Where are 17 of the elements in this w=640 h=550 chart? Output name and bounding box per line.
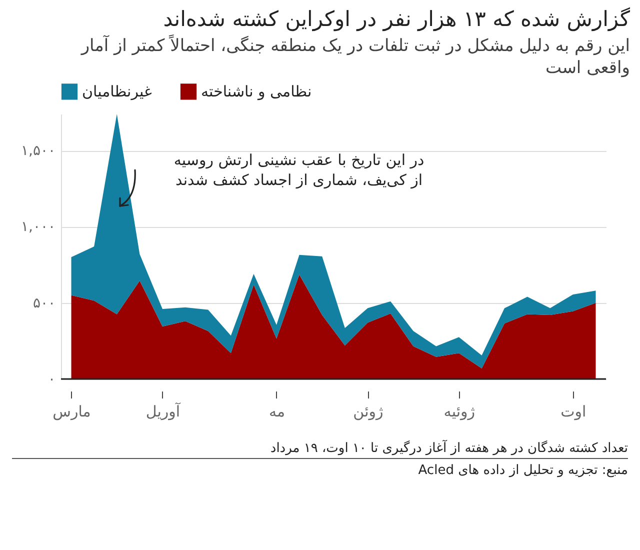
x-tick-label: ژوئیه	[444, 402, 476, 421]
text: تعداد کشته شدگان در هر هفته از آغاز درگیری تا ۱۰ اوت، ۱۹ مرداد	[269, 441, 628, 456]
y-tick-label: ۵۰۰	[32, 296, 56, 312]
annotation: در این تاریخ با عقب نشینی ارتش روسیه از کی‌یف، شماری از اجساد کشف شدند	[174, 151, 424, 190]
y-tick-label: ۱,۰۰۰	[20, 220, 56, 236]
x-tick-label: ژوئن	[353, 402, 384, 421]
legend-label: نظامی و ناشناخته	[201, 83, 312, 102]
legend-label: غیرنظامیان	[82, 83, 152, 102]
y-tick-label: ۰	[48, 372, 56, 388]
y-tick-label: ۱,۵۰۰	[20, 144, 56, 160]
x-tick-label: اوت	[560, 402, 586, 421]
text: منبع: تجزیه و تحلیل از داده های Acled	[12, 458, 628, 478]
x-tick-label: مه	[268, 402, 286, 421]
chart-title: گزارش شده که ۱۳ هزار نفر در اوکراین کشته شده‌اند	[162, 6, 630, 34]
x-tick-label: مارس	[52, 402, 91, 421]
x-tick-label: آوریل	[146, 402, 181, 421]
chart-subtitle: این رقم به دلیل مشکل در ثبت تلفات در یک منطقه جنگی، احتمالاً کمتر از آمار واقعی است	[80, 35, 630, 80]
